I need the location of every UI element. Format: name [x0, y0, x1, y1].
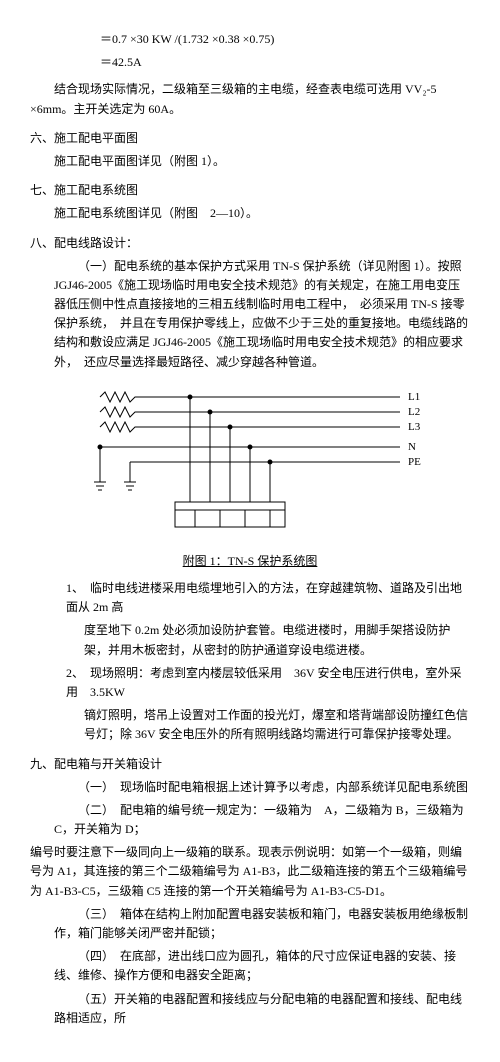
s9-p5: （四） 在底部，进出线口应为圆孔，箱体的尺寸应保证电器的安装、接线、维修、操作方… [54, 947, 470, 985]
s8-item1-l1: 1、 临时电线进楼采用电缆埋地引入的方法，在穿越建筑物、道路及引出地面从 2m … [66, 579, 470, 617]
s9-p1: （一） 现场临时配电箱根据上述计算予以考虑，内部系统详见配电系统图 [54, 778, 470, 797]
s8-item2-l2: 镝灯照明，塔吊上设置对工作面的投光灯，爆室和塔背端部设防撞红色信号灯；除 36V… [84, 706, 470, 744]
section-7-subtitle: 施工配电系统图详见（附图 2—10）。 [54, 204, 470, 223]
tns-diagram: L1 L2 L3 N PE [70, 382, 430, 542]
s9-p4: （三） 箱体在结构上附加配置电器安装板和箱门，电器安装板用绝缘板制作，箱门能够关… [54, 905, 470, 943]
label-n: N [408, 441, 416, 453]
formula-line1: ＝0.7 ×30 KW /(1.732 ×0.38 ×0.75) [100, 30, 470, 49]
section-9-title: 九、配电箱与开关箱设计 [30, 755, 470, 774]
s9-p6: （五）开关箱的电器配置和接线应与分配电箱的电器配置和接线、配电线路相适应，所 [54, 990, 470, 1028]
section-7-title: 七、施工配电系统图 [30, 181, 470, 200]
label-l3: L3 [408, 421, 421, 433]
label-l1: L1 [408, 391, 420, 403]
s9-p2: （二） 配电箱的编号统一规定为：一级箱为 A，二级箱为 B，三级箱为 C，开关箱… [54, 801, 470, 839]
label-l2: L2 [408, 406, 420, 418]
formula-line2: ＝42.5A [100, 53, 470, 72]
s8-item1-l2: 度至地下 0.2m 处必须加设防护套管。电缆进楼时，用脚手架搭设防护架，并用木板… [84, 621, 470, 659]
s8-item2-l1: 2、 现场照明：考虑到室内楼层较低采用 36V 安全电压进行供电，室外采用 3.… [66, 664, 470, 702]
s9-p3: 编号时要注意下一级同向上一级箱的联系。现表示例说明：如第一个一级箱，则编号为 A… [30, 843, 470, 901]
section-6-subtitle: 施工配电平面图详见（附图 1）。 [54, 152, 470, 171]
section-6-title: 六、施工配电平面图 [30, 129, 470, 148]
paragraph-intro: 结合现场实际情况，二级箱至三级箱的主电缆，经查表电缆可选用 VV₂-5 ×6mm… [30, 80, 470, 118]
label-pe: PE [408, 456, 421, 468]
diagram-caption: 附图 1：TN-S 保护系统图 [30, 552, 470, 571]
section-8-p1: （一）配电系统的基本保护方式采用 TN-S 保护系统（详见附图 1）。按照 JG… [54, 257, 470, 372]
section-8-title: 八、配电线路设计： [30, 234, 470, 253]
